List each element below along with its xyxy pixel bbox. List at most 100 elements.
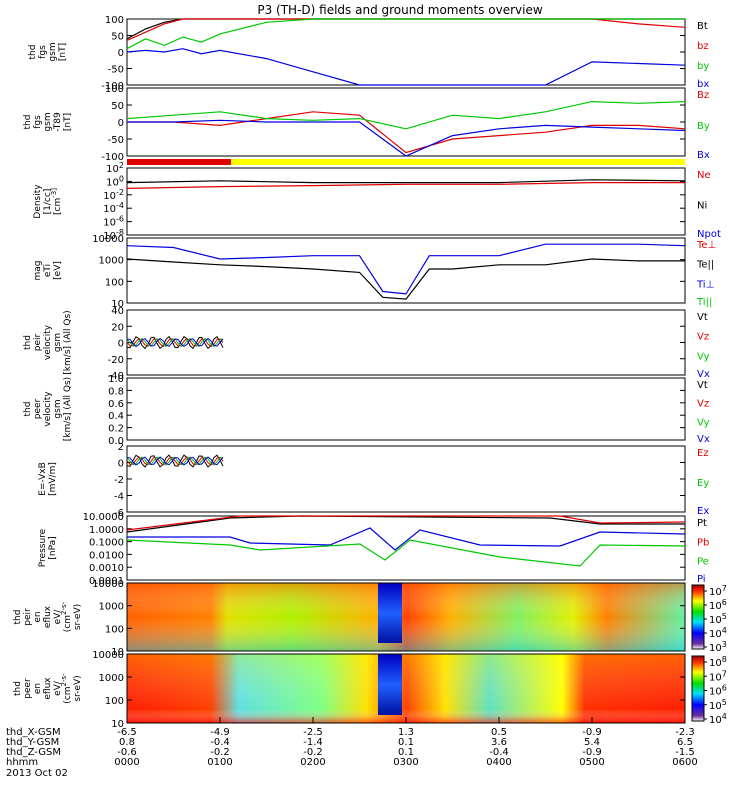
colorbar-tick-label: 104 <box>709 712 727 726</box>
spectrogram-gap <box>378 654 402 715</box>
y-tick-label-base: 10 <box>103 218 116 229</box>
legend-bz: bz <box>697 41 709 52</box>
legend-by: By <box>697 121 710 132</box>
y-label-line: thd <box>23 335 33 350</box>
y-tick-label-base: 10 <box>103 204 116 215</box>
x-row-value: -1.5 <box>675 747 695 758</box>
y-tick-label: 0 <box>118 48 124 59</box>
y-tick-label: 50 <box>111 32 124 43</box>
colorbar-tick-label: 103 <box>709 640 727 654</box>
y-tick-label-exp: -4 <box>116 201 124 210</box>
figure-title: P3 (TH-D) fields and ground moments over… <box>257 3 542 17</box>
y-tick-label: -6 <box>114 508 124 519</box>
y-tick-label: 1000 <box>99 602 124 613</box>
legend-bz: Bz <box>697 90 709 101</box>
colorbar-tick-label: 106 <box>709 598 727 612</box>
y-tick-label: 10-4 <box>103 201 124 215</box>
series-by <box>126 18 685 50</box>
y-label-line: velocity <box>43 391 53 427</box>
y-label-line: gsm <box>53 399 63 418</box>
series-ne <box>126 182 685 189</box>
colorbar-tick-label-exp: 3 <box>722 640 727 649</box>
y-axis-label: thd peer velocity gsm [km/s] (All Qs) <box>23 377 73 441</box>
legend-by: by <box>697 61 709 72</box>
y-label-line: [eV] <box>53 261 63 280</box>
y-label-line: sr-eV) <box>73 604 83 630</box>
colorbar-tick-label-base: 10 <box>709 629 722 640</box>
y-tick-label: 0.6 <box>108 399 124 410</box>
y-label-line: Density <box>33 184 43 219</box>
y-label-line: (cm2-s- <box>60 673 73 704</box>
x-row-value: 0100 <box>207 757 232 768</box>
y-label-line: en <box>33 683 43 694</box>
y-tick-label-base: 10 <box>103 191 116 202</box>
panel-frame <box>126 582 686 652</box>
legend-vy: Vy <box>697 417 710 428</box>
y-tick-label: -20 <box>108 355 124 366</box>
y-tick-label: 10000 <box>92 650 124 661</box>
panel-frame <box>126 309 686 376</box>
y-tick-label: 40 <box>111 306 124 317</box>
y-tick-label: 100 <box>105 84 124 95</box>
x-row-value: -0.2 <box>303 747 323 758</box>
y-label-line: eflux <box>43 605 53 628</box>
panel-frame <box>126 167 686 236</box>
colorbar-scale <box>691 584 705 650</box>
legend-vx: Vx <box>697 369 710 380</box>
y-tick-label: 0.0100 <box>89 550 124 561</box>
legend-pb: Pb <box>697 537 709 548</box>
y-axis-label: E=-VxB [mV/m] <box>38 462 58 496</box>
pressure-trace <box>127 527 686 551</box>
y-label-line: [1/cc] <box>43 189 53 215</box>
colorbar-tick-label-exp: 4 <box>722 712 727 721</box>
y-tick-label: 0.2 <box>108 424 124 435</box>
noise-trace <box>126 337 224 348</box>
y-axis-label: thd peer en eflux eV/(cm2-s-sr-eV) <box>13 673 83 704</box>
y-label-line-exp: 2-s- <box>60 601 68 615</box>
y-tick-label: 100 <box>105 277 124 288</box>
x-row-value: -6.5 <box>117 727 137 738</box>
legend-vy: Vy <box>697 351 710 362</box>
x-row-label: thd_Y-GSM <box>6 737 59 748</box>
y-label-line: eTi <box>43 264 53 277</box>
y-tick-label: 0.1000 <box>89 538 124 549</box>
legend-vz: Vz <box>697 399 709 410</box>
y-tick-label: 2 <box>118 442 124 453</box>
y-tick-label-exp: -2 <box>116 188 124 197</box>
x-row-value: -0.4 <box>210 737 230 748</box>
y-tick-label: 100 <box>105 15 124 26</box>
mode-bar-red <box>127 159 231 165</box>
y-tick-label: 10.0000 <box>83 512 124 523</box>
y-label-line-exp: -3] <box>50 188 58 198</box>
y-tick-label: 102 <box>106 161 124 175</box>
colorbar-tick-label-base: 10 <box>709 615 722 626</box>
legend-vt: Vt <box>697 380 708 391</box>
y-tick-label: -2 <box>114 475 124 486</box>
y-tick-label: 0.8 <box>108 386 124 397</box>
legend-ni: Ni <box>697 201 707 212</box>
panel-frame <box>126 377 686 441</box>
y-label-line: thd <box>28 45 38 60</box>
y-label-line: [nT] <box>58 43 68 61</box>
y-label-line: peir <box>23 608 33 626</box>
y-tick-label: 10-8 <box>103 228 124 242</box>
x-row-value: 0500 <box>579 757 604 768</box>
colorbar-tick-label-exp: 6 <box>722 684 727 693</box>
y-tick-label: 0 <box>118 459 124 470</box>
legend-ti: Ti⊥ <box>696 279 714 290</box>
y-label-line: -T89 <box>53 112 63 132</box>
panel-frame <box>126 237 686 304</box>
x-row-value: 0600 <box>672 757 697 768</box>
legend-te: Te|| <box>696 260 714 271</box>
y-tick-label: 100 <box>106 174 124 188</box>
x-row-value: 0000 <box>114 757 139 768</box>
pressure-trace <box>126 539 686 567</box>
date-label: 2013 Oct 02 <box>6 768 68 779</box>
y-tick-label-exp: 0 <box>119 174 124 183</box>
x-row-value: -0.4 <box>489 747 509 758</box>
x-row-value: -4.9 <box>210 727 230 738</box>
